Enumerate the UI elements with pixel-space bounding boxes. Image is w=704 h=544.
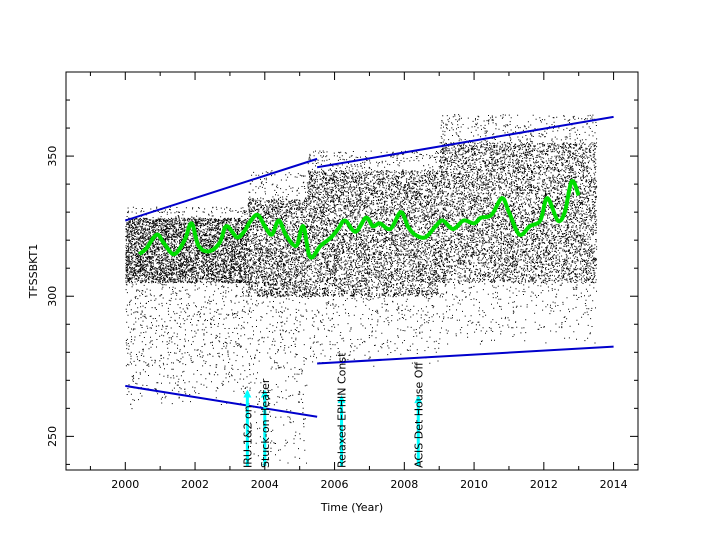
envelope-upper-line xyxy=(124,157,318,222)
event-marker-arrow xyxy=(414,395,423,404)
plot-frame xyxy=(65,71,639,471)
y-tick-label: 300 xyxy=(46,286,59,307)
envelope-lower-line xyxy=(317,345,614,365)
x-tick-label: 2004 xyxy=(251,478,279,491)
envelope-layer xyxy=(124,115,614,418)
y-tick-label: 250 xyxy=(46,426,59,447)
event-marker-arrow xyxy=(243,389,252,398)
data-points xyxy=(125,114,598,465)
event-layer: IRU-1&2 on Stuck-on Heater Relaxed EPHIN C… xyxy=(241,352,425,468)
x-tick-label: 2006 xyxy=(321,478,349,491)
y-tick-label: 350 xyxy=(46,146,59,167)
event-label: ACIS Det House Off xyxy=(412,362,425,468)
event-marker-arrow xyxy=(260,389,269,398)
event-label: IRU-1&2 on xyxy=(241,405,254,468)
x-tick-label: 2000 xyxy=(111,478,139,491)
y-axis-title: TFSSBKT1 xyxy=(27,244,40,299)
smooth-layer xyxy=(137,179,581,260)
x-tick-label: 2008 xyxy=(390,478,418,491)
x-tick-label: 2002 xyxy=(181,478,209,491)
event-label: Relaxed EPHIN Const xyxy=(336,352,349,468)
x-axis-title: Time (Year) xyxy=(320,501,383,514)
event-label: Stuck-on Heater xyxy=(259,378,272,468)
scatter-layer xyxy=(125,114,598,465)
x-tick-label: 2014 xyxy=(600,478,628,491)
x-tick-label: 2012 xyxy=(530,478,558,491)
envelope-upper-line xyxy=(316,115,614,169)
envelope-lower-line xyxy=(125,384,318,418)
event-marker-arrow xyxy=(337,395,346,404)
smooth-fit-line xyxy=(137,179,581,260)
x-tick-label: 2010 xyxy=(460,478,488,491)
plot-area: IRU-1&2 on Stuck-on Heater Relaxed EPHIN C… xyxy=(124,114,614,468)
axes-layer: 2000 2002 2004 2006 2008 2010 2012 2014 250 300 35… xyxy=(46,71,638,491)
